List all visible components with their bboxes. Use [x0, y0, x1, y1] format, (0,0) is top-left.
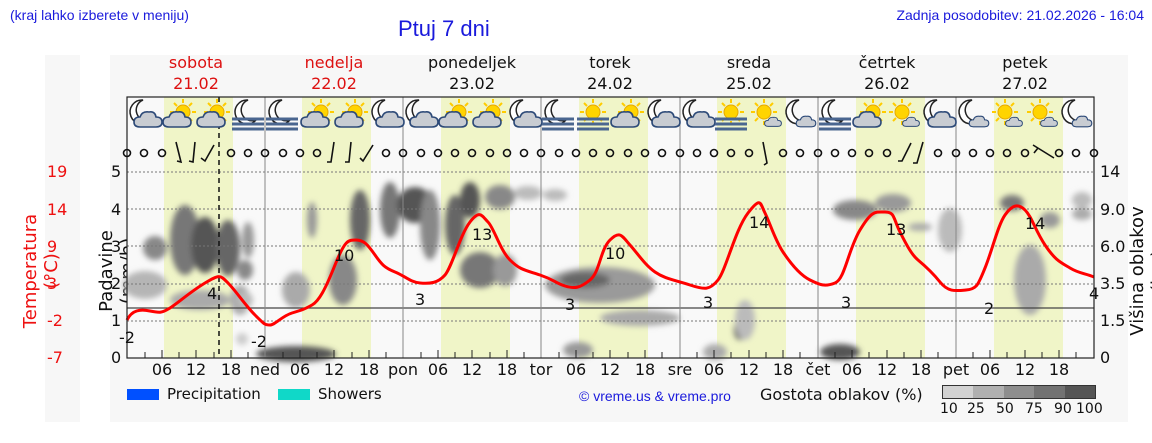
temperature-tick: 19 — [47, 162, 68, 181]
precip-tick: 3 — [111, 237, 122, 256]
temp-annotation: 14 — [1025, 214, 1046, 233]
temperature-tick: 9 — [47, 237, 58, 256]
temp-annotation: 4 — [1089, 284, 1100, 303]
temp-annotation: 3 — [415, 290, 426, 309]
day-header-name: torek — [589, 53, 631, 72]
temp-annotation: 10 — [334, 246, 355, 265]
cloud-height-tick: 9.0 — [1100, 200, 1126, 219]
day-abbr: pon — [387, 360, 419, 379]
temp-annotation: 10 — [605, 244, 626, 263]
precipitation-swatch — [127, 388, 159, 400]
legend-precipitation-label: Precipitation — [167, 385, 261, 403]
hour-tick: 18 — [910, 360, 932, 379]
hour-tick: 12 — [1014, 360, 1036, 379]
temp-annotation: 3 — [565, 295, 576, 314]
hour-tick: 12 — [738, 360, 760, 379]
hour-tick: 18 — [772, 360, 794, 379]
hour-tick: 06 — [703, 360, 725, 379]
x-ticks — [144, 350, 1077, 358]
precip-tick: 5 — [111, 162, 122, 181]
legend-showers: Showers — [278, 385, 382, 403]
last-updated: Zadnja posodobitev: 21.02.2026 - 16:04 — [896, 7, 1144, 23]
precip-tick: 4 — [111, 200, 122, 219]
cloud-height-tick: 0 — [1100, 348, 1111, 367]
day-abbr: čet — [805, 360, 831, 379]
day-abbr: pet — [942, 360, 970, 379]
cloud-density-title: Gostota oblakov (%) — [760, 385, 923, 404]
copyright-link[interactable]: © vreme.us & vreme.pro — [579, 388, 731, 404]
page-title: Ptuj 7 dni — [398, 16, 490, 41]
day-header-date: 23.02 — [449, 74, 495, 93]
hour-tick: 18 — [358, 360, 380, 379]
temperature-tick: -2 — [47, 311, 63, 330]
hour-tick: 18 — [496, 360, 518, 379]
cloud-height-tick: 14 — [1100, 162, 1121, 181]
temperature-tick: -7 — [47, 348, 63, 367]
precip-tick: 0 — [111, 348, 122, 367]
day-abbr: ned — [249, 360, 281, 379]
temperature-axis-panel — [45, 55, 80, 422]
wind-row — [122, 141, 1099, 166]
temp-annotation: -2 — [119, 328, 135, 347]
day-header-name: petek — [1002, 53, 1048, 72]
hour-tick: 18 — [634, 360, 656, 379]
temperature-tick: 14 — [47, 200, 68, 219]
hour-tick: 06 — [151, 360, 173, 379]
day-header-name: četrtek — [858, 53, 916, 72]
day-abbr: sre — [667, 360, 693, 379]
day-header-name: sreda — [726, 53, 772, 72]
day-abbr: tor — [529, 360, 553, 379]
day-header-date: 22.02 — [311, 74, 357, 93]
hour-tick: 18 — [1048, 360, 1070, 379]
legend-showers-label: Showers — [318, 385, 382, 403]
hour-tick: 12 — [323, 360, 345, 379]
precip-tick: 1 — [111, 311, 122, 330]
day-header-name: ponedeljek — [428, 53, 516, 72]
location-hint: (kraj lahko izberete v meniju) — [10, 7, 189, 23]
temp-annotation: 2 — [984, 299, 995, 318]
temp-annotation: 3 — [841, 293, 852, 312]
day-header-date: 21.02 — [173, 74, 219, 93]
day-separators — [264, 97, 957, 358]
hour-tick: 12 — [461, 360, 483, 379]
cloud-height-tick: 1.5 — [1100, 311, 1126, 330]
temp-annotation: 4 — [207, 284, 218, 303]
cloud-height-tick: 6.0 — [1100, 237, 1126, 256]
day-header-date: 26.02 — [864, 74, 910, 93]
hour-tick: 12 — [185, 360, 207, 379]
precip-tick: 2 — [111, 274, 122, 293]
temp-annotation: 13 — [472, 225, 493, 244]
temp-annotation: 14 — [749, 213, 770, 232]
cloud-height-tick: 3.5 — [1100, 274, 1126, 293]
hour-tick: 06 — [289, 360, 311, 379]
temp-annotation: 13 — [886, 220, 907, 239]
temperature-tick: 3 — [47, 274, 58, 293]
showers-swatch — [278, 388, 310, 400]
day-header-date: 25.02 — [726, 74, 772, 93]
hour-tick: 12 — [876, 360, 898, 379]
hour-tick: 12 — [599, 360, 621, 379]
hour-tick: 18 — [220, 360, 242, 379]
temp-annotation: -2 — [251, 332, 267, 351]
grid-horizontal — [127, 171, 1094, 322]
day-header-date: 24.02 — [587, 74, 633, 93]
hour-tick: 06 — [841, 360, 863, 379]
hour-tick: 06 — [979, 360, 1001, 379]
cloud-density-scale — [942, 385, 1096, 399]
day-header-name: nedelja — [304, 53, 364, 72]
day-header-date: 27.02 — [1002, 74, 1048, 93]
temp-annotation: 3 — [703, 293, 714, 312]
day-header-name: sobota — [168, 53, 224, 72]
hour-tick: 06 — [427, 360, 449, 379]
temperature-line — [125, 201, 1095, 327]
hour-tick: 06 — [565, 360, 587, 379]
legend-precipitation: Precipitation — [127, 385, 261, 403]
